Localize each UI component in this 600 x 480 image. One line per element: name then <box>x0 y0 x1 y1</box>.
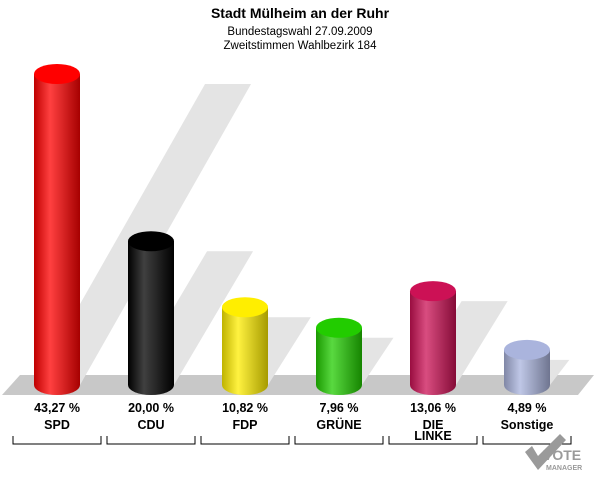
value-label: 13,06 % <box>410 401 456 415</box>
logo-text-vote: VOTE <box>543 447 581 463</box>
bar-top <box>222 297 268 318</box>
vote-manager-logo: VOTE MANAGER <box>525 434 582 472</box>
value-label: 43,27 % <box>34 401 80 415</box>
bar-die-linke <box>410 281 456 395</box>
category-bracket <box>200 436 290 445</box>
chart-subtitle-line-1: Bundestagswahl 27.09.2009 <box>227 26 372 38</box>
bar-top <box>504 339 550 360</box>
category-label: DIE <box>423 418 444 432</box>
category-bracket <box>482 436 572 445</box>
value-label: 4,89 % <box>508 401 547 415</box>
bar-shadows <box>34 84 570 385</box>
category-label: GRÜNE <box>316 417 361 432</box>
category-bracket <box>294 436 384 445</box>
value-label: 20,00 % <box>128 401 174 415</box>
bar-top <box>34 64 80 84</box>
bar-top <box>410 281 456 302</box>
vote-checkmark-icon <box>525 434 566 470</box>
category-label: Sonstige <box>501 418 554 432</box>
bar-body <box>504 349 550 395</box>
labels: 43,27 % SPD 20,00 % CDU 10,82 % FDP 7,96 % GRÜN… <box>12 401 572 445</box>
bar-body <box>34 74 80 395</box>
category-label: CDU <box>137 418 164 432</box>
bar-cdu <box>128 231 174 395</box>
bar-body <box>222 307 268 395</box>
bar-top <box>128 231 174 252</box>
category-label: FDP <box>233 418 258 432</box>
value-label: 10,82 % <box>222 401 268 415</box>
bar-spd <box>34 64 80 395</box>
category-bracket <box>12 436 102 445</box>
bar-body <box>316 327 362 395</box>
bar-fdp <box>222 297 268 395</box>
logo-text-manager: MANAGER <box>546 465 582 472</box>
bar-grüne <box>316 317 362 395</box>
bar-body <box>410 291 456 395</box>
chart-subtitle-line-2: Zweitstimmen Wahlbezirk 184 <box>224 40 378 52</box>
category-bracket <box>388 436 478 445</box>
value-label: 7,96 % <box>320 401 359 415</box>
bar-top <box>316 317 362 338</box>
category-label: SPD <box>44 418 70 432</box>
category-label: LINKE <box>414 429 452 443</box>
bar-sonstige <box>504 339 550 395</box>
category-bracket <box>106 436 196 445</box>
bar-body <box>128 241 174 395</box>
bars <box>34 64 550 395</box>
chart-title: Stadt Mülheim an der Ruhr <box>211 5 390 21</box>
